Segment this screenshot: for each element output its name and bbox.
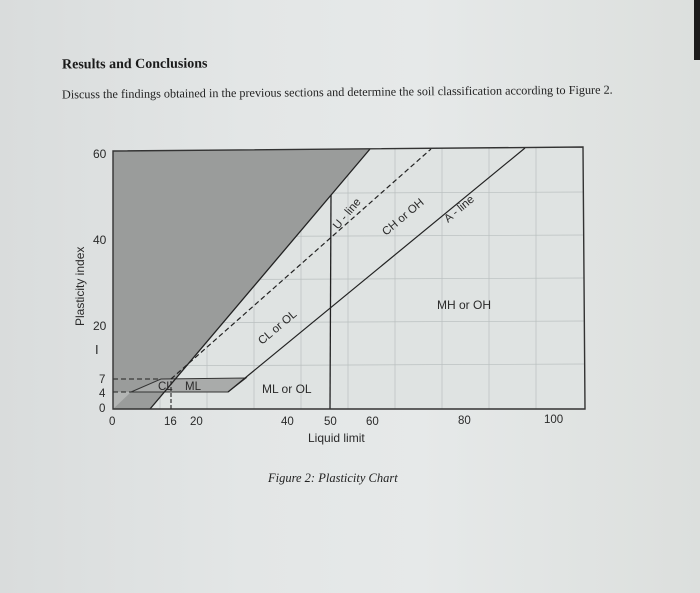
figure-caption: Figure 2: Plasticity Chart [268,471,398,485]
x-tick-20: 20 [190,416,203,428]
shaded-region-low-ll [113,392,131,409]
x-axis-label: Liquid limit [308,431,365,445]
label-ml: ML [185,381,202,393]
u-line-dashed [170,148,432,380]
shaded-region-above-u-line [113,149,370,409]
ll-50-divider [329,194,332,410]
label-ml-or-ol: ML or OL [262,382,312,396]
y-tick-40: 40 [93,233,107,247]
y-tick-0: 0 [99,403,105,415]
x-tick-0: 0 [109,416,115,428]
label-cl: CL [158,381,173,393]
y-tick-4: 4 [99,388,106,400]
y-axis-label: Plasticity index [73,247,87,326]
screen-edge [694,0,700,60]
x-tick-40: 40 [281,416,294,428]
y-tick-20: 20 [93,319,107,333]
y-tick-60: 60 [93,147,107,161]
x-tick-80: 80 [458,415,471,427]
i-marker: I [95,342,99,357]
x-tick-100: 100 [544,414,563,426]
x-tick-16: 16 [164,416,177,428]
cl-ml-band [130,377,248,393]
label-mh-or-oh: MH or OH [437,298,491,312]
y-tick-7: 7 [99,374,105,386]
plot-frame [112,146,586,410]
x-tick-50: 50 [324,416,337,428]
x-tick-60: 60 [366,416,379,428]
a-line [227,147,526,393]
